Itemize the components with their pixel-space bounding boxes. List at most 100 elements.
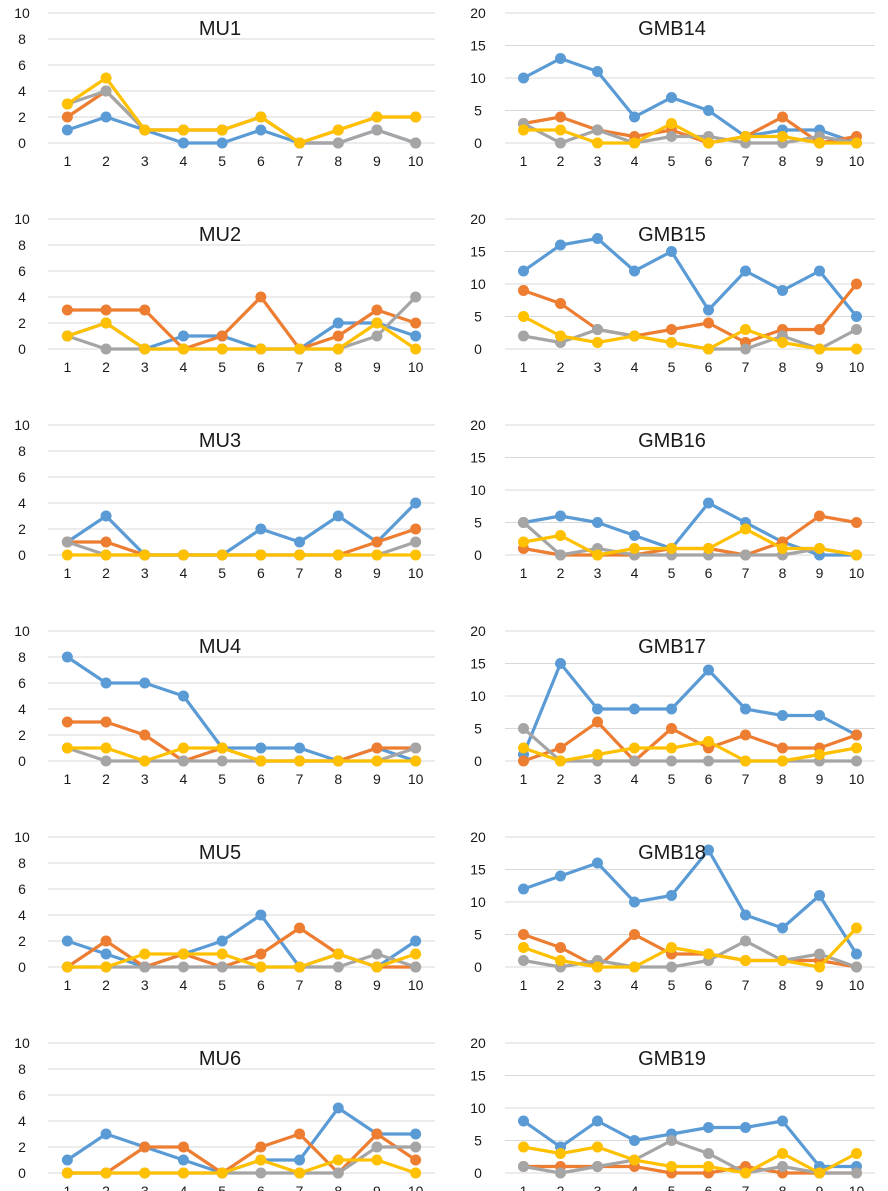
y-tick-label: 0 — [18, 1165, 26, 1181]
data-point — [629, 755, 640, 767]
data-point — [371, 111, 383, 123]
x-tick-label: 8 — [779, 1183, 787, 1191]
x-tick-label: 8 — [779, 359, 787, 375]
y-tick-label: 20 — [470, 829, 486, 845]
data-point — [777, 543, 788, 554]
y-tick-label: 4 — [18, 495, 26, 511]
x-tick-label: 4 — [631, 359, 639, 375]
data-point — [703, 1161, 714, 1172]
data-point — [518, 517, 529, 528]
y-tick-label: 15 — [470, 38, 486, 54]
data-point — [139, 961, 151, 973]
data-point — [371, 755, 383, 767]
data-point — [255, 755, 267, 767]
data-point — [255, 961, 267, 973]
data-point — [777, 710, 788, 721]
data-point — [851, 742, 862, 754]
x-tick-label: 6 — [705, 359, 713, 375]
x-tick-label: 4 — [631, 771, 639, 787]
x-tick-label: 10 — [849, 1183, 865, 1191]
series-line-2 — [65, 1132, 418, 1175]
data-point — [851, 137, 862, 149]
data-point — [139, 755, 151, 767]
x-tick-label: 7 — [296, 977, 304, 993]
series-line-4 — [521, 527, 859, 557]
data-point — [294, 961, 306, 973]
data-point — [139, 304, 151, 316]
data-point — [814, 890, 825, 901]
x-tick-label: 10 — [849, 565, 865, 581]
data-point — [177, 137, 189, 149]
x-tick-label: 9 — [816, 359, 824, 375]
data-point — [371, 330, 383, 342]
x-tick-label: 10 — [849, 977, 865, 993]
x-tick-label: 1 — [520, 1183, 528, 1191]
x-tick-label: 3 — [594, 359, 602, 375]
x-tick-label: 8 — [334, 977, 342, 993]
x-tick-label: 3 — [594, 1183, 602, 1191]
x-tick-label: 10 — [408, 1183, 424, 1191]
data-point — [100, 1128, 112, 1140]
data-point — [555, 1148, 566, 1159]
chart-title: MU5 — [199, 842, 241, 864]
x-tick-label: 3 — [594, 977, 602, 993]
y-tick-label: 0 — [18, 959, 26, 975]
x-tick-label: 6 — [257, 771, 265, 787]
data-point — [703, 343, 714, 355]
data-point — [332, 317, 344, 329]
x-tick-label: 4 — [631, 977, 639, 993]
data-point — [740, 523, 751, 535]
data-point — [740, 1167, 751, 1179]
data-point — [294, 137, 306, 149]
series-line-4 — [521, 1145, 859, 1175]
data-point — [555, 330, 566, 342]
series-line-2 — [65, 295, 418, 351]
data-point — [410, 755, 422, 767]
x-tick-label: 2 — [102, 153, 110, 169]
data-point — [555, 942, 566, 953]
data-point — [555, 658, 566, 669]
data-point — [410, 1128, 422, 1140]
x-tick-label: 8 — [779, 771, 787, 787]
y-tick-label: 0 — [474, 547, 482, 563]
data-point — [371, 961, 383, 973]
data-point — [777, 1115, 788, 1127]
x-tick-label: 1 — [63, 565, 71, 581]
data-point — [703, 543, 714, 554]
chart-gmb19: 0 5 10 15 20 1 2 3 4 5 6 7 8 9 10 GMB19 — [470, 1035, 875, 1191]
data-point — [410, 961, 422, 973]
data-point — [216, 124, 228, 136]
data-point — [777, 1161, 788, 1172]
x-tick-label: 1 — [63, 359, 71, 375]
data-point — [555, 124, 566, 136]
y-tick-label: 6 — [18, 1087, 26, 1103]
data-point — [139, 677, 151, 689]
data-point — [703, 948, 714, 960]
data-point — [100, 677, 112, 689]
data-point — [851, 961, 862, 973]
y-tick-label: 5 — [474, 1133, 482, 1149]
data-point — [371, 1154, 383, 1166]
data-point — [629, 543, 640, 554]
data-point — [100, 961, 112, 973]
data-point — [177, 343, 189, 355]
chart-gmb14: 0 5 10 15 20 1 2 3 4 5 6 7 8 9 10 GMB14 — [470, 5, 875, 169]
data-point — [592, 961, 603, 973]
series-line-4 — [65, 1158, 418, 1175]
y-tick-label: 4 — [18, 289, 26, 305]
x-tick-label: 3 — [141, 153, 149, 169]
series-line-4 — [521, 314, 859, 351]
chart-title: MU6 — [199, 1048, 241, 1070]
y-tick-label: 4 — [18, 83, 26, 99]
x-tick-label: 7 — [742, 771, 750, 787]
x-tick-label: 2 — [557, 977, 565, 993]
data-point — [740, 729, 751, 741]
data-point — [410, 291, 422, 303]
data-point — [371, 536, 383, 548]
data-point — [216, 742, 228, 754]
data-point — [100, 85, 112, 97]
data-point — [518, 723, 529, 734]
chart-title: GMB14 — [638, 18, 706, 40]
